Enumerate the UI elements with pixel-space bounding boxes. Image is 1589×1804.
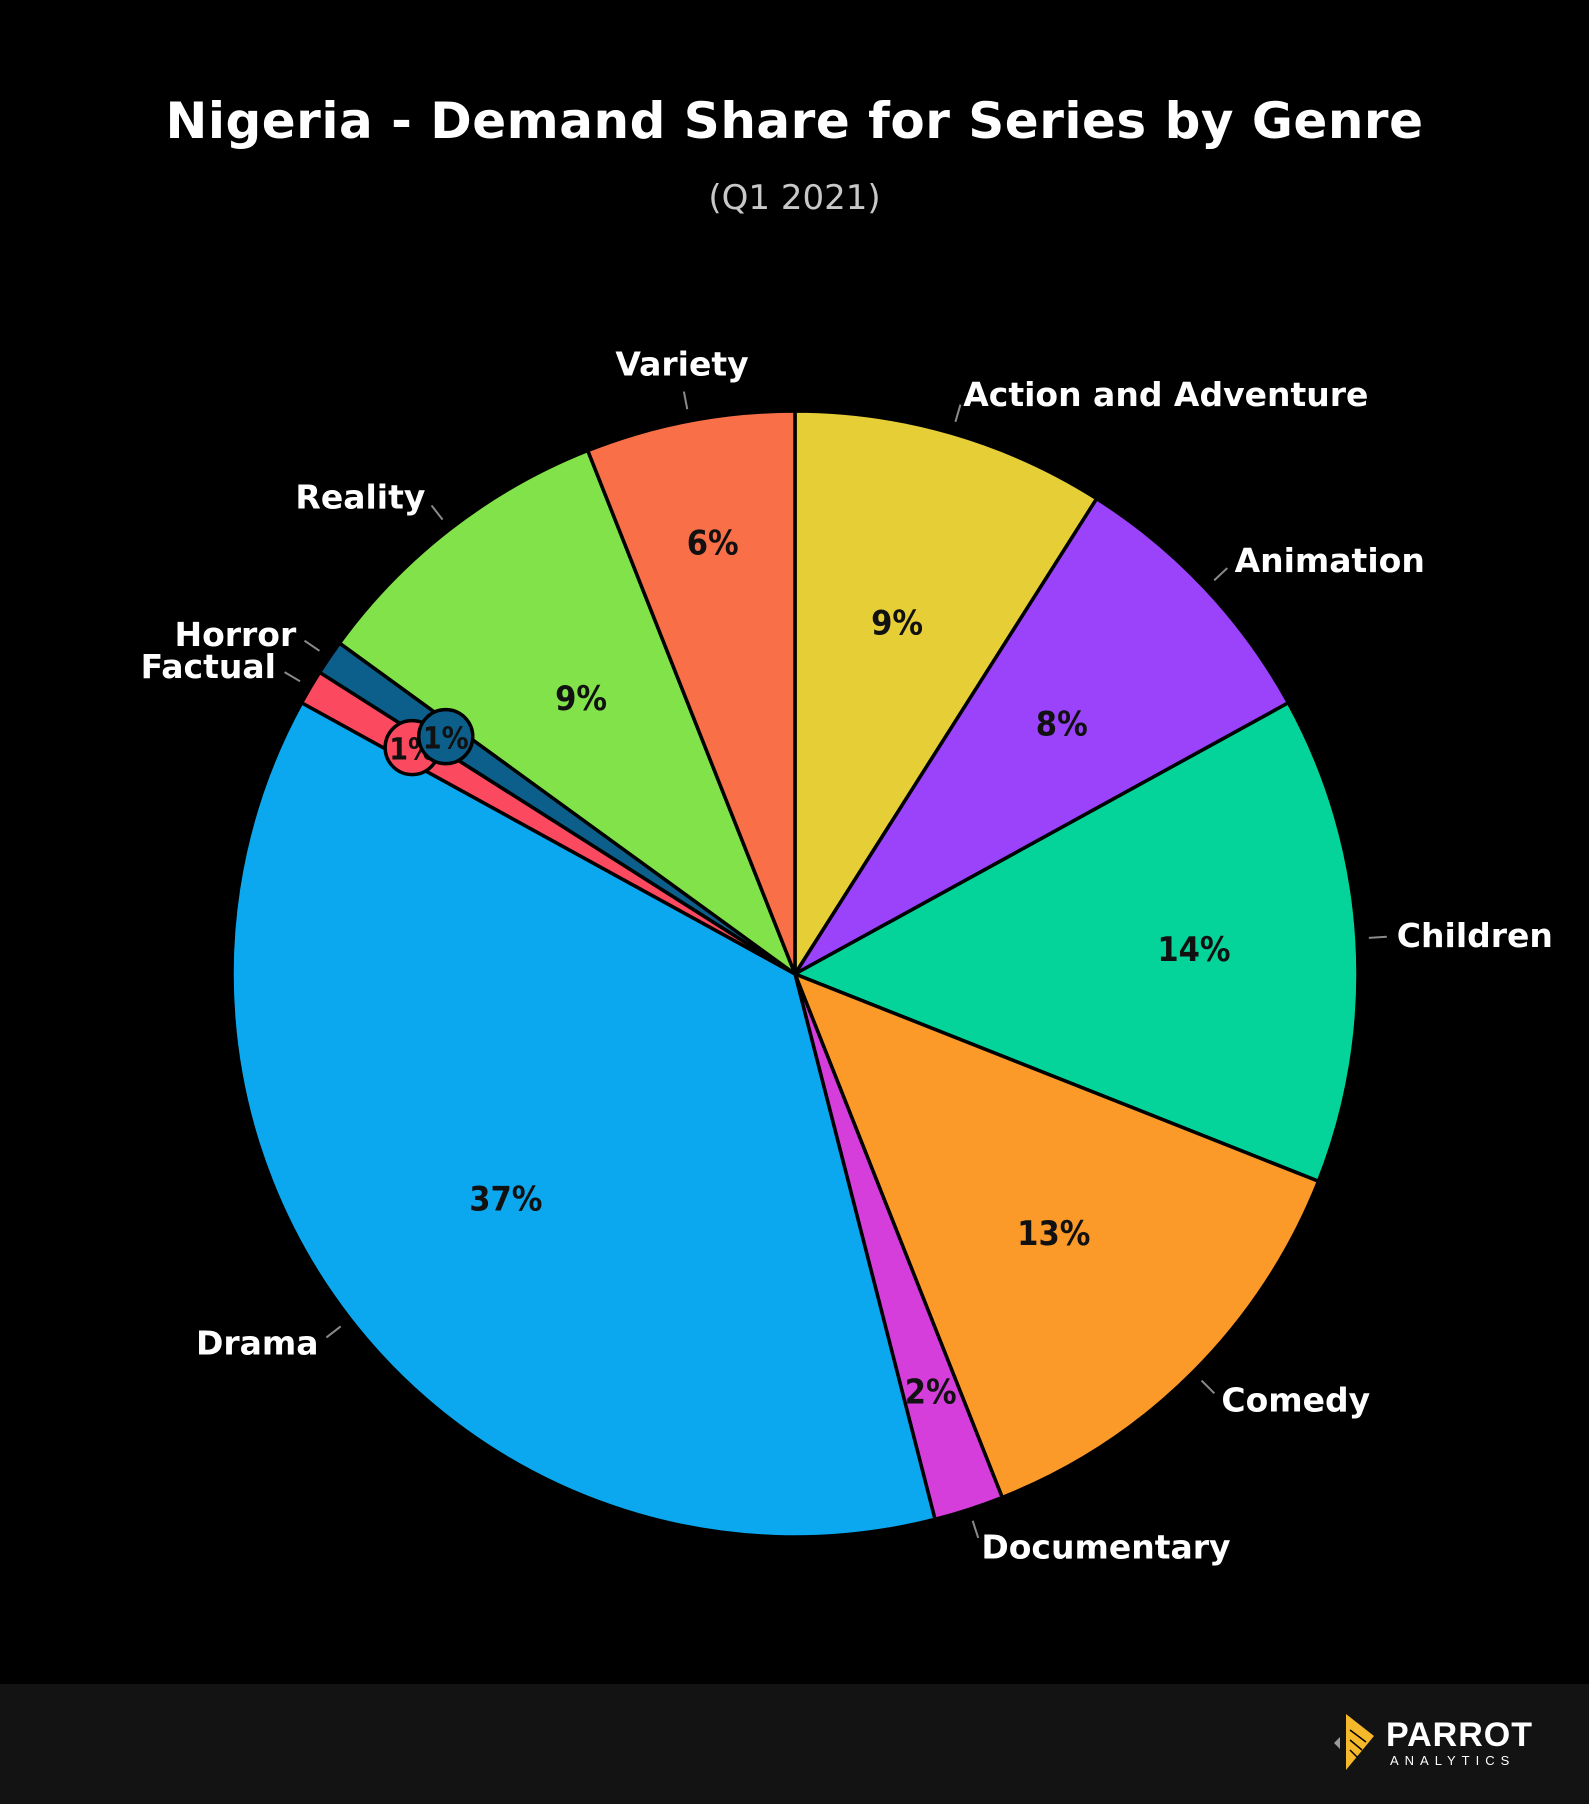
slice-label-reality: Reality <box>295 478 425 517</box>
pie-slice-drama <box>230 701 937 1539</box>
parrot-logo-icon <box>1333 1714 1374 1770</box>
value-label-horror: 1% <box>423 722 469 757</box>
leader-line-action-and-adventure <box>954 404 962 423</box>
leader-line-animation <box>1213 567 1228 582</box>
value-label-comedy: 13% <box>1017 1214 1090 1254</box>
slice-label-documentary: Documentary <box>981 1527 1230 1566</box>
value-label-drama: 37% <box>469 1179 542 1219</box>
pie-slice-animation <box>793 496 1291 976</box>
slice-label-factual: Factual <box>141 647 276 686</box>
slice-label-variety: Variety <box>615 345 748 384</box>
leader-line-reality <box>430 504 444 521</box>
logo-wordmark: PARROT <box>1385 1716 1533 1754</box>
leader-line-comedy <box>1200 1379 1216 1395</box>
slice-label-children: Children <box>1397 916 1553 955</box>
value-label-children: 14% <box>1157 930 1230 970</box>
value-label-action-and-adventure: 9% <box>871 604 923 644</box>
footer-bar <box>0 1684 1589 1804</box>
pie-chart: Action and Adventure Animation Children Com… <box>141 345 1553 1567</box>
slice-label-comedy: Comedy <box>1221 1380 1370 1419</box>
pie-slice-comedy <box>793 972 1321 1500</box>
chart-title: Nigeria - Demand Share for Series by Gen… <box>165 92 1424 150</box>
pie-slice-children <box>793 701 1360 1183</box>
slice-label-drama: Drama <box>196 1324 319 1363</box>
parrot-analytics-logo: PARROT ANALYTICS <box>1332 1712 1533 1774</box>
leader-line-children <box>1368 935 1387 939</box>
chart-subtitle: (Q1 2021) <box>708 178 881 218</box>
leader-line-factual <box>284 671 301 683</box>
leader-line-horror <box>303 639 320 652</box>
leader-line-documentary <box>971 1520 980 1539</box>
value-label-reality: 9% <box>555 679 607 719</box>
logo-subtext: ANALYTICS <box>1389 1753 1516 1768</box>
value-label-animation: 8% <box>1036 704 1088 744</box>
value-bubble-horror <box>417 707 475 766</box>
pie-slice-variety <box>585 409 797 976</box>
pie-slice-action-and-adventure <box>793 409 1099 976</box>
value-label-variety: 6% <box>687 524 739 564</box>
leader-line-variety <box>682 391 689 410</box>
pie-slice-reality <box>337 448 797 976</box>
slice-label-action-and-adventure: Action and Adventure <box>963 375 1368 414</box>
slice-label-horror: Horror <box>174 615 297 654</box>
value-label-documentary: 2% <box>905 1373 957 1413</box>
leader-line-drama <box>325 1325 342 1339</box>
slice-label-animation: Animation <box>1235 541 1425 580</box>
